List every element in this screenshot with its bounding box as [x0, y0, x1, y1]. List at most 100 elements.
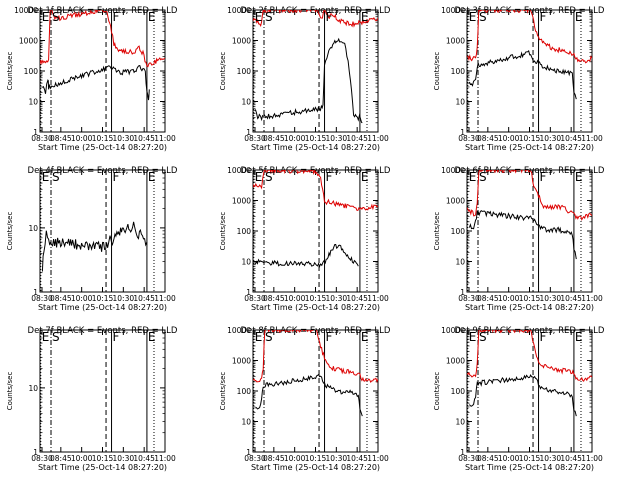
- x-tick-label: 08:45: [50, 294, 72, 303]
- x-tick-label: 11:00: [367, 134, 389, 143]
- marker-label: E: [469, 330, 477, 344]
- x-tick-label: 10:30: [326, 134, 348, 143]
- panel-det-2: Det 2f BLACK = Events, RED = LLD11010010…: [219, 6, 391, 152]
- marker-label: S: [265, 10, 273, 24]
- y-tick-label: 100: [451, 227, 466, 236]
- x-tick-label: 08:45: [263, 294, 285, 303]
- x-tick-label: 10:00: [71, 294, 93, 303]
- lld-series-line: [253, 10, 378, 28]
- panel-det-8: Det 8f BLACK = Events, RED = LLD11010010…: [219, 326, 391, 472]
- lld-series-line: [467, 10, 592, 64]
- y-axis-label: Counts/sec: [6, 372, 14, 411]
- y-tick-label: 10: [28, 98, 38, 107]
- marker-label: E: [42, 330, 50, 344]
- y-tick-label: 10: [241, 258, 251, 267]
- axes-frame: [466, 169, 593, 293]
- x-tick-label: 08:30: [458, 134, 480, 143]
- x-tick-label: 10:15: [92, 134, 114, 143]
- plot-area: [467, 10, 592, 132]
- x-tick-label: 10:00: [498, 454, 520, 463]
- x-axis-label: Start Time (25-Oct-14 08:27:20): [465, 463, 594, 472]
- y-axis-label: Counts/sec: [219, 52, 227, 91]
- x-axis-label: Start Time (25-Oct-14 08:27:20): [38, 303, 167, 312]
- plot-area: [467, 330, 592, 452]
- x-axis-label: Start Time (25-Oct-14 08:27:20): [38, 143, 167, 152]
- x-tick-label: 10:15: [519, 134, 541, 143]
- marker-label: E: [469, 10, 477, 24]
- y-tick-label: 1000: [446, 357, 465, 366]
- marker-label: F: [326, 10, 333, 24]
- x-tick-label: 08:45: [50, 134, 72, 143]
- marker-label: F: [540, 170, 547, 184]
- events-series-line: [255, 373, 363, 417]
- y-tick-label: 1000: [446, 37, 465, 46]
- plot-area: [40, 330, 155, 452]
- y-tick-label: 10000: [227, 326, 251, 335]
- x-tick-label: 10:15: [305, 454, 327, 463]
- x-tick-label: 08:30: [244, 454, 266, 463]
- events-series-line: [41, 221, 148, 272]
- plot-area: [40, 10, 165, 132]
- y-tick-label: 10: [28, 384, 38, 393]
- axes-frame: [252, 169, 379, 293]
- x-tick-label: 11:00: [154, 134, 176, 143]
- plot-area: [467, 170, 592, 292]
- x-tick-label: 10:30: [113, 454, 135, 463]
- axes-frame: [252, 329, 379, 453]
- x-tick-label: 10:30: [540, 454, 562, 463]
- x-tick-label: 10:00: [498, 134, 520, 143]
- panel-det-4: Det 4f BLACK = Events, RED = LLD110Count…: [6, 166, 178, 312]
- x-tick-label: 10:15: [305, 134, 327, 143]
- x-tick-label: 10:15: [519, 454, 541, 463]
- y-tick-label: 10000: [441, 166, 465, 175]
- marker-label: E: [575, 10, 583, 24]
- marker-label: E: [575, 330, 583, 344]
- y-tick-label: 1: [460, 448, 465, 457]
- marker-label: S: [265, 330, 273, 344]
- y-tick-label: 1: [33, 448, 38, 457]
- marker-label: F: [540, 330, 547, 344]
- x-tick-label: 10:30: [540, 294, 562, 303]
- events-series-line: [254, 244, 359, 268]
- events-series-line: [468, 49, 577, 100]
- axes-frame: [39, 169, 166, 293]
- y-axis-label: Counts/sec: [433, 372, 441, 411]
- y-tick-label: 10000: [441, 6, 465, 15]
- marker-label: E: [469, 170, 477, 184]
- y-tick-label: 1000: [232, 37, 251, 46]
- events-series-line: [469, 374, 577, 417]
- marker-label: E: [255, 170, 263, 184]
- x-axis-label: Start Time (25-Oct-14 08:27:20): [251, 303, 380, 312]
- panel-det-3: Det 3f BLACK = Events, RED = LLD11010010…: [433, 6, 605, 152]
- y-tick-label: 10: [455, 418, 465, 427]
- marker-label: E: [148, 170, 156, 184]
- x-tick-label: 10:45: [133, 294, 155, 303]
- y-axis-label: Counts/sec: [219, 372, 227, 411]
- x-tick-label: 10:15: [519, 294, 541, 303]
- y-tick-label: 10000: [227, 6, 251, 15]
- y-tick-label: 1: [246, 448, 251, 457]
- y-tick-label: 1: [460, 288, 465, 297]
- marker-label: E: [361, 10, 369, 24]
- x-tick-label: 08:30: [244, 294, 266, 303]
- y-tick-label: 100: [24, 67, 39, 76]
- marker-label: S: [479, 10, 487, 24]
- marker-label: E: [42, 170, 50, 184]
- x-tick-label: 08:45: [477, 454, 499, 463]
- marker-label: E: [575, 170, 583, 184]
- y-tick-label: 100: [451, 387, 466, 396]
- x-tick-label: 11:00: [367, 294, 389, 303]
- y-tick-label: 1: [246, 288, 251, 297]
- x-tick-label: 10:00: [71, 134, 93, 143]
- x-tick-label: 10:00: [498, 294, 520, 303]
- marker-label: F: [113, 10, 120, 24]
- y-axis-label: Counts/sec: [6, 52, 14, 91]
- x-tick-label: 11:00: [367, 454, 389, 463]
- plot-area: [253, 330, 378, 452]
- x-tick-label: 11:00: [581, 454, 603, 463]
- marker-label: E: [255, 330, 263, 344]
- marker-label: F: [326, 170, 333, 184]
- marker-label: E: [361, 170, 369, 184]
- marker-label: E: [148, 330, 156, 344]
